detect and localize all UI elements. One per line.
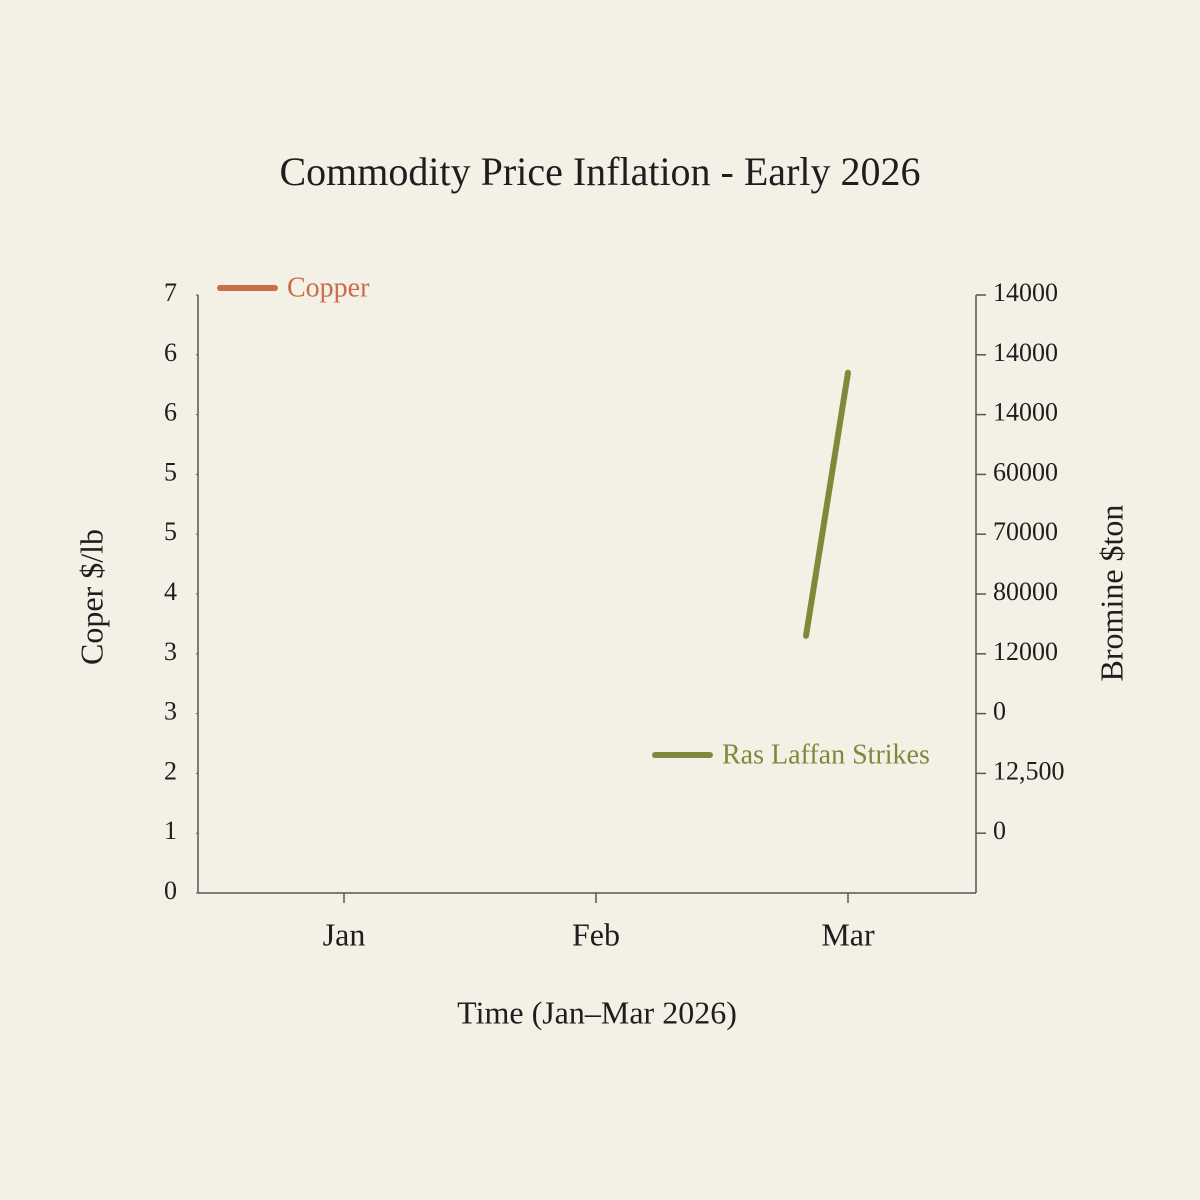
y-tick-label: 0 xyxy=(164,876,177,905)
y-tick-label: 4 xyxy=(164,577,177,606)
y2-tick-label: 12,500 xyxy=(993,756,1065,785)
y-tick-label: 3 xyxy=(164,697,177,726)
y-tick-label: 7 xyxy=(164,278,177,307)
legend-label: Copper xyxy=(287,272,370,303)
y-axis-title: Coper $/lb xyxy=(73,529,109,665)
x-tick-label: Jan xyxy=(323,916,366,952)
y-tick-label: 6 xyxy=(164,338,177,367)
chart-title: Commodity Price Inflation - Early 2026 xyxy=(280,149,921,194)
y2-tick-label: 0 xyxy=(993,816,1006,845)
y2-tick-label: 14000 xyxy=(993,398,1058,427)
y2-tick-label: 70000 xyxy=(993,517,1058,546)
y-tick-label: 2 xyxy=(164,756,177,785)
x-tick-label: Feb xyxy=(572,916,620,952)
y2-tick-label: 14000 xyxy=(993,278,1058,307)
y2-tick-label: 12000 xyxy=(993,637,1058,666)
y2-tick-label: 60000 xyxy=(993,457,1058,486)
legend-label: Ras Laffan Strikes xyxy=(722,739,930,770)
y-tick-label: 6 xyxy=(164,398,177,427)
y2-tick-label: 0 xyxy=(993,697,1006,726)
y-tick-label: 1 xyxy=(164,816,177,845)
y2-tick-label: 14000 xyxy=(993,338,1058,367)
y-tick-label: 3 xyxy=(164,637,177,666)
x-axis-title: Time (Jan–Mar 2026) xyxy=(457,994,737,1030)
y2-tick-label: 80000 xyxy=(993,577,1058,606)
y-tick-label: 5 xyxy=(164,457,177,486)
y-tick-label: 5 xyxy=(164,517,177,546)
y2-axis-title: Bromine $ton xyxy=(1093,505,1129,682)
x-tick-label: Mar xyxy=(821,916,875,952)
